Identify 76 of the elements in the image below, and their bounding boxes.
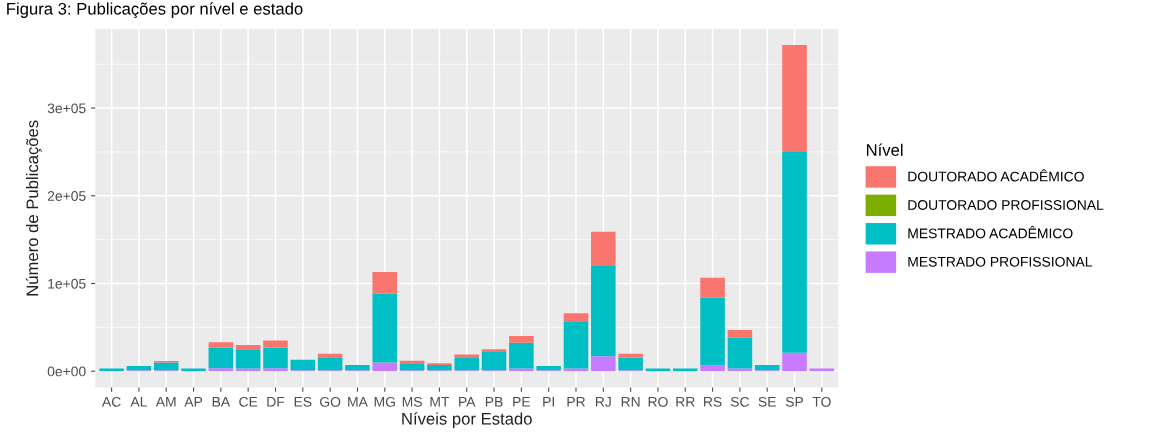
bar: [153, 362, 179, 371]
y-tick-label: 3e+05: [47, 103, 86, 114]
x-tick-label: RN: [621, 397, 640, 407]
x-tick-label: ES: [294, 396, 312, 407]
bar: [618, 353, 643, 358]
bar: [317, 357, 343, 371]
legend-label: MESTRADO PROFISSIONAL: [908, 256, 1093, 267]
bar: [290, 359, 316, 371]
x-tick-label: SC: [730, 396, 750, 407]
y-tick-label: 0e+00: [47, 366, 86, 377]
bar: [427, 365, 452, 371]
x-tick-label: PB: [485, 397, 503, 407]
bar: [345, 365, 370, 371]
bar: [481, 349, 507, 352]
bar: [727, 337, 753, 369]
bar: [454, 357, 480, 371]
x-tick-label: RO: [648, 396, 668, 407]
chart-title: Figura 3: Publicações por nível e estado: [7, 2, 303, 19]
bar: [509, 342, 534, 369]
bar: [782, 352, 807, 372]
x-tick-label: TO: [812, 396, 831, 407]
bar: [372, 293, 398, 363]
bar: [399, 363, 425, 371]
x-tick-label: MA: [348, 397, 368, 407]
bar: [235, 349, 261, 369]
x-tick-label: GO: [320, 396, 341, 407]
bar: [563, 313, 589, 323]
bar: [536, 365, 561, 371]
bar: [208, 342, 234, 348]
x-tick-label: PR: [567, 397, 585, 407]
bar: [591, 231, 616, 266]
legend-label: DOUTORADO PROFISSIONAL: [908, 200, 1104, 210]
bar: [563, 322, 589, 369]
x-tick-label: PA: [459, 397, 476, 407]
bar: [372, 272, 398, 294]
legend-label: DOUTORADO ACADÊMICO: [908, 169, 1084, 182]
x-tick-label: AM: [155, 397, 176, 407]
bar: [263, 347, 288, 369]
x-axis-title: Níveis por Estado: [402, 412, 532, 428]
x-tick-label: MS: [402, 396, 422, 407]
bar: [618, 357, 643, 371]
bar: [263, 340, 288, 348]
x-tick-label: AC: [101, 396, 121, 407]
x-tick-label: AL: [130, 397, 147, 407]
x-tick-label: SP: [785, 396, 804, 407]
x-tick-label: DF: [267, 397, 285, 407]
y-axis-title: Número de Publicações: [25, 120, 42, 296]
y-tick-label: 1e+05: [48, 278, 86, 289]
bar: [591, 265, 616, 357]
bar: [208, 347, 234, 369]
legend-label: MESTRADO ACADÊMICO: [908, 226, 1073, 239]
bar: [700, 297, 725, 366]
x-tick-label: MT: [430, 397, 450, 407]
x-tick-label: RR: [676, 397, 695, 407]
bar: [481, 351, 507, 371]
x-tick-label: RJ: [595, 397, 611, 407]
bar: [727, 329, 753, 338]
legend-title: Nível: [866, 143, 903, 156]
x-tick-label: CE: [239, 396, 258, 407]
bar: [591, 356, 616, 372]
bar: [263, 368, 288, 372]
x-tick-label: SE: [758, 396, 776, 407]
x-tick-label: BA: [212, 397, 231, 407]
y-tick-label: 2e+05: [47, 191, 86, 201]
x-tick-label: MG: [374, 396, 395, 407]
x-tick-label: PI: [543, 397, 554, 407]
x-tick-label: RS: [704, 396, 722, 407]
x-tick-label: AP: [184, 397, 203, 407]
bar: [700, 277, 725, 298]
bar: [372, 362, 398, 372]
bar: [208, 368, 234, 372]
x-tick-label: PE: [513, 397, 531, 407]
bar: [782, 44, 807, 152]
bar: [782, 151, 807, 353]
bar: [754, 365, 780, 371]
bar: [509, 336, 534, 343]
